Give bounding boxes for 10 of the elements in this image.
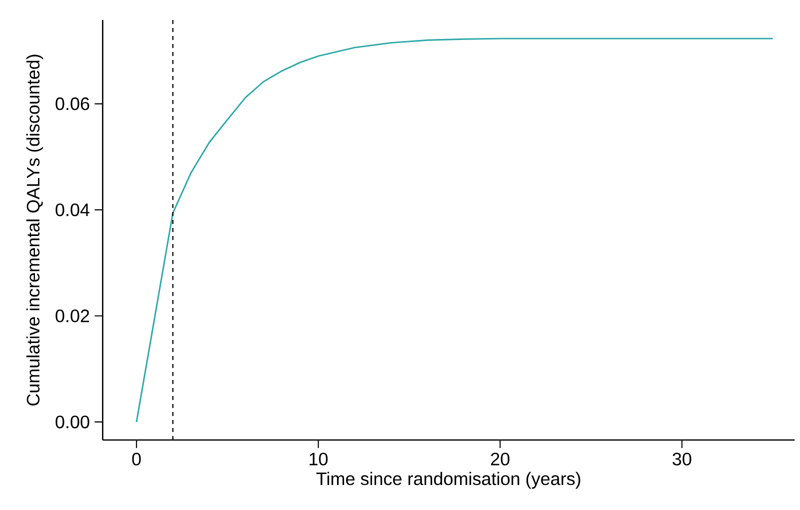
y-tick-label: 0.06 xyxy=(56,97,90,110)
x-tick-label: 30 xyxy=(672,452,692,466)
y-tick-label: 0.00 xyxy=(56,416,90,428)
x-tick-label: 0 xyxy=(132,452,141,466)
x-tick-label: 10 xyxy=(310,452,328,466)
y-tick-label: 0.02 xyxy=(56,310,90,322)
x-axis-title: Time since randomisation (years) xyxy=(316,472,580,489)
x-tick-label: 20 xyxy=(491,452,510,466)
y-axis-title: Cumulative incremental QALYs (discounted) xyxy=(26,54,44,406)
y-tick-label: 0.04 xyxy=(56,203,90,216)
